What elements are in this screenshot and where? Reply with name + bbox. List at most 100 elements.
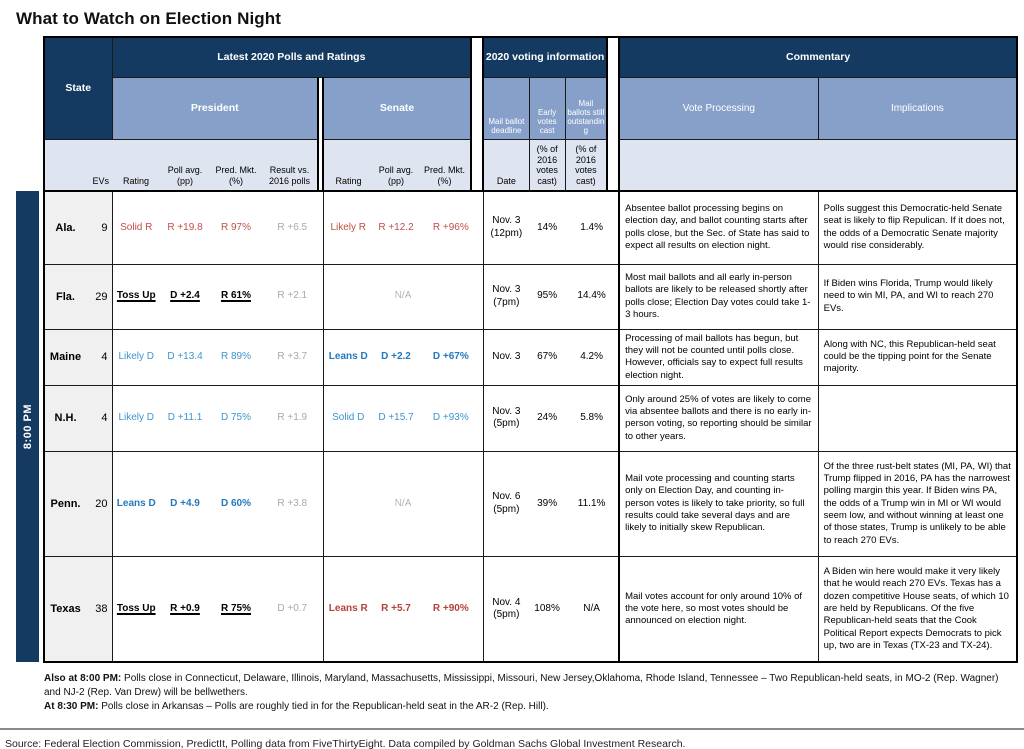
mail-ballot-deadline-subheader: Mail ballot deadline bbox=[482, 76, 530, 140]
pres-rating-cell: Toss Up bbox=[112, 556, 160, 664]
implications-cell: A Biden win here would make it very like… bbox=[818, 556, 1019, 664]
senate-na-cell: N/A bbox=[323, 451, 484, 557]
vote-processing-cell: Only around 25% of votes are likely to c… bbox=[619, 385, 819, 452]
mail-outstanding-cell: 4.2% bbox=[565, 329, 621, 386]
vote-processing-cell: Absentee ballot processing begins on ele… bbox=[619, 191, 819, 265]
pres-pred-cell: D 60% bbox=[210, 451, 262, 557]
mail-deadline-cell: Nov. 6 (5pm) bbox=[483, 451, 530, 557]
commentary-column-spacer bbox=[618, 139, 1019, 192]
pres-pred-cell: R 97% bbox=[210, 191, 262, 265]
senate-na-cell: N/A bbox=[323, 264, 484, 330]
sen-poll-cell: D +2.2 bbox=[373, 329, 419, 386]
pres-pred-cell: R 75% bbox=[210, 556, 262, 664]
mail-deadline-cell: Nov. 4 (5pm) bbox=[483, 556, 530, 664]
sen-pred-cell: R +96% bbox=[419, 191, 484, 265]
table-row-maine: Maine 4 Likely D D +13.4 R 89% R +3.7 Le… bbox=[16, 329, 1019, 386]
result-2016-cell: R +2.1 bbox=[262, 264, 324, 330]
mail-deadline-cell: Nov. 3 bbox=[483, 329, 530, 386]
sen-rating-column-header: Rating bbox=[322, 139, 373, 192]
time-group-label: 8:00 PM bbox=[21, 404, 34, 450]
voting-group-header: 2020 voting information bbox=[482, 36, 609, 78]
ev-cell: 9 bbox=[86, 191, 113, 265]
pres-pred-cell: R 89% bbox=[210, 329, 262, 386]
early-pct-column-header: (% of 2016 votes cast) bbox=[529, 139, 566, 192]
result-2016-column-header: Result vs. 2016 polls bbox=[262, 139, 319, 192]
pres-rating-cell: Toss Up bbox=[112, 264, 160, 330]
footnote-830pm: At 8:30 PM: Polls close in Arkansas – Po… bbox=[44, 700, 1006, 714]
footnote-label: Also at 8:00 PM: bbox=[44, 673, 122, 685]
sen-poll-cell: D +15.7 bbox=[373, 385, 419, 452]
result-2016-cell: R +1.9 bbox=[262, 385, 324, 452]
pres-poll-cell: D +13.4 bbox=[160, 329, 210, 386]
sen-rating-cell: Likely R bbox=[323, 191, 373, 265]
mail-outstanding-cell: 11.1% bbox=[565, 451, 621, 557]
implications-cell bbox=[818, 385, 1019, 452]
sen-rating-cell: Leans R bbox=[323, 556, 373, 664]
state-cell: Maine bbox=[43, 329, 86, 386]
early-votes-cell: 67% bbox=[529, 329, 566, 386]
evs-column-header: EVs bbox=[43, 139, 112, 192]
header-gap bbox=[607, 36, 620, 192]
bottom-divider bbox=[0, 728, 1024, 731]
outstanding-pct-column-header: (% of 2016 votes cast) bbox=[565, 139, 609, 192]
implications-cell: Of the three rust-belt states (MI, PA, W… bbox=[818, 451, 1019, 557]
footnotes: Also at 8:00 PM: Polls close in Connecti… bbox=[44, 672, 1006, 714]
header-gap bbox=[471, 36, 484, 192]
state-cell: Fla. bbox=[43, 264, 86, 330]
mail-deadline-cell: Nov. 3 (12pm) bbox=[483, 191, 530, 265]
president-subheader: President bbox=[111, 76, 319, 140]
pres-poll-column-header: Poll avg. (pp) bbox=[160, 139, 210, 192]
result-2016-cell: R +3.8 bbox=[262, 451, 324, 557]
pres-pred-column-header: Pred. Mkt. (%) bbox=[210, 139, 262, 192]
sen-pred-cell: D +67% bbox=[419, 329, 484, 386]
vote-processing-cell: Most mail ballots and all early in-perso… bbox=[619, 264, 819, 330]
date-column-header: Date bbox=[482, 139, 530, 192]
mail-outstanding-subheader: Mail ballots still outstanding bbox=[564, 76, 609, 140]
header-gap bbox=[318, 77, 323, 192]
ev-cell: 4 bbox=[86, 329, 113, 386]
polls-group-header: Latest 2020 Polls and Ratings bbox=[111, 36, 473, 78]
footnote-8pm: Also at 8:00 PM: Polls close in Connecti… bbox=[44, 672, 1006, 700]
pres-pred-cell: D 75% bbox=[210, 385, 262, 452]
ev-cell: 4 bbox=[86, 385, 113, 452]
ev-cell: 29 bbox=[86, 264, 113, 330]
pres-rating-cell: Solid R bbox=[112, 191, 160, 265]
sen-poll-cell: R +5.7 bbox=[373, 556, 419, 664]
pres-pred-cell: R 61% bbox=[210, 264, 262, 330]
result-2016-cell: D +0.7 bbox=[262, 556, 324, 664]
footnote-text: Polls close in Arkansas – Polls are roug… bbox=[98, 701, 549, 713]
early-votes-cell: 24% bbox=[529, 385, 566, 452]
vote-processing-cell: Mail vote processing and counting starts… bbox=[619, 451, 819, 557]
mail-outstanding-cell: 5.8% bbox=[565, 385, 621, 452]
result-2016-cell: R +6.5 bbox=[262, 191, 324, 265]
implications-cell: Along with NC, this Republican-held seat… bbox=[818, 329, 1019, 386]
sen-pred-cell: R +90% bbox=[419, 556, 484, 664]
table-row-alabama: 8:00 PM Ala. 9 Solid R R +19.8 R 97% R +… bbox=[16, 191, 1019, 663]
sen-pred-column-header: Pred. Mkt. (%) bbox=[419, 139, 473, 192]
pres-poll-cell: R +0.9 bbox=[160, 556, 210, 664]
mail-outstanding-cell: 1.4% bbox=[565, 191, 621, 265]
vote-processing-subheader: Vote Processing bbox=[618, 76, 819, 140]
mail-deadline-cell: Nov. 3 (7pm) bbox=[483, 264, 530, 330]
vote-processing-cell: Mail votes account for only around 10% o… bbox=[619, 556, 819, 664]
header-row-subgroups: President Senate Mail ballot deadline Ea… bbox=[16, 76, 1019, 192]
state-cell: Penn. bbox=[43, 451, 86, 557]
pres-poll-cell: D +2.4 bbox=[160, 264, 210, 330]
implications-subheader: Implications bbox=[817, 76, 1019, 140]
commentary-group-header: Commentary bbox=[618, 36, 1019, 78]
state-group-header: State bbox=[43, 36, 113, 140]
pres-rating-cell: Likely D bbox=[112, 329, 160, 386]
ev-cell: 38 bbox=[86, 556, 113, 664]
table-row-florida: Fla. 29 Toss Up D +2.4 R 61% R +2.1 N/A … bbox=[16, 264, 1019, 330]
pres-rating-cell: Leans D bbox=[112, 451, 160, 557]
mail-outstanding-cell: N/A bbox=[565, 556, 621, 664]
header-row-columns: EVs Rating Poll avg. (pp) Pred. Mkt. (%)… bbox=[16, 139, 1019, 192]
state-cell: N.H. bbox=[43, 385, 86, 452]
early-votes-cell: 14% bbox=[529, 191, 566, 265]
state-cell: Ala. bbox=[43, 191, 86, 265]
ev-cell: 20 bbox=[86, 451, 113, 557]
footnote-label: At 8:30 PM: bbox=[44, 701, 99, 713]
time-group-bar: 8:00 PM bbox=[16, 191, 44, 663]
sen-poll-column-header: Poll avg. (pp) bbox=[373, 139, 419, 192]
sen-rating-cell: Leans D bbox=[323, 329, 373, 386]
